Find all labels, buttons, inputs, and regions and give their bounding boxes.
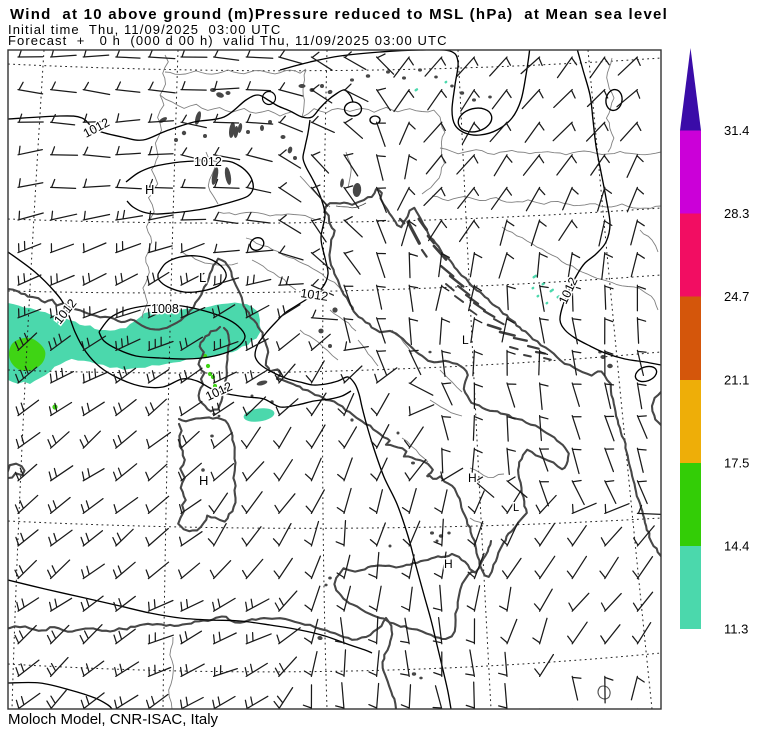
svg-text:H: H: [444, 557, 453, 571]
svg-text:14.4: 14.4: [724, 539, 749, 554]
svg-text:17.5: 17.5: [724, 456, 749, 471]
svg-text:H: H: [468, 471, 477, 485]
svg-text:1012: 1012: [556, 275, 580, 306]
svg-text:L: L: [462, 333, 469, 347]
svg-text:28.3: 28.3: [724, 206, 749, 221]
svg-text:1008: 1008: [151, 302, 179, 316]
svg-text:L: L: [513, 502, 519, 514]
svg-text:H: H: [145, 182, 154, 197]
svg-text:L: L: [199, 270, 206, 285]
svg-text:1012: 1012: [203, 379, 234, 403]
svg-text:1012: 1012: [300, 286, 330, 304]
svg-text:11.3: 11.3: [724, 622, 748, 637]
svg-text:21.1: 21.1: [724, 373, 749, 388]
svg-text:H: H: [199, 473, 208, 488]
svg-text:31.4: 31.4: [724, 123, 749, 138]
svg-text:1012: 1012: [194, 155, 222, 169]
svg-text:24.7: 24.7: [724, 289, 749, 304]
